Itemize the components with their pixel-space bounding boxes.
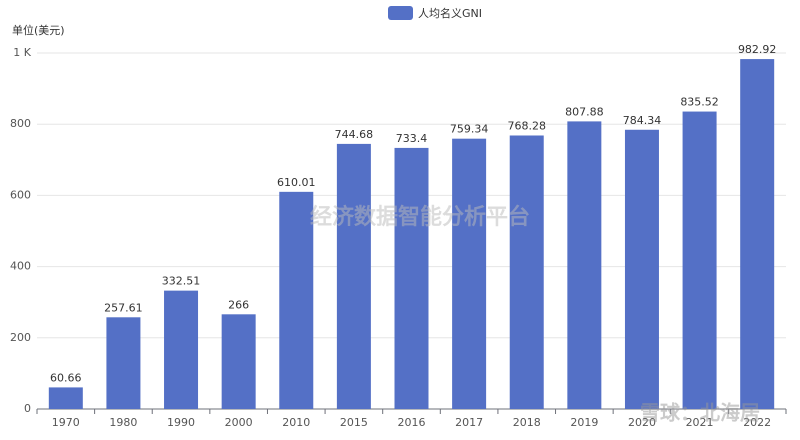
x-tick-label: 2021 (686, 416, 714, 429)
value-label: 768.28 (507, 119, 546, 132)
bar (624, 129, 659, 409)
y-tick-label: 400 (10, 260, 31, 273)
value-label: 784.34 (623, 114, 662, 127)
legend-label: 人均名义GNI (418, 6, 482, 20)
value-label: 60.66 (50, 371, 82, 384)
value-label: 610.01 (277, 176, 316, 189)
y-tick-label: 600 (10, 188, 31, 201)
value-label: 835.52 (680, 96, 719, 109)
x-tick-label: 2017 (455, 416, 483, 429)
value-label: 332.51 (162, 275, 201, 288)
x-tick-label: 2000 (225, 416, 253, 429)
bar (394, 147, 429, 409)
watermark: 雪球：北海居 (640, 401, 760, 425)
x-tick-label: 2020 (628, 416, 656, 429)
bar (682, 111, 717, 410)
watermark: 经济数据智能分析平台 (310, 204, 530, 230)
value-label: 266 (228, 298, 249, 311)
value-label: 759.34 (450, 123, 489, 136)
value-label: 744.68 (335, 128, 374, 141)
x-tick-label: 1970 (52, 416, 80, 429)
value-label: 257.61 (104, 301, 143, 314)
x-tick-label: 1990 (167, 416, 195, 429)
x-tick-label: 2016 (398, 416, 426, 429)
x-tick-label: 1980 (109, 416, 137, 429)
value-label: 807.88 (565, 105, 604, 118)
y-tick-label: 800 (10, 117, 31, 130)
legend-swatch (388, 6, 413, 20)
bar (279, 191, 314, 409)
bar (567, 121, 602, 410)
bar (509, 135, 544, 410)
bar (106, 317, 141, 409)
bar (336, 143, 371, 409)
bar (164, 290, 199, 409)
y-tick-label: 0 (24, 402, 31, 415)
x-tick-label: 2022 (743, 416, 771, 429)
y-tick-label: 1 K (13, 46, 31, 59)
value-label: 733.4 (396, 132, 428, 145)
bar (740, 59, 775, 410)
bar (452, 138, 487, 409)
x-tick-label: 2019 (570, 416, 598, 429)
x-tick-label: 2018 (513, 416, 541, 429)
bar (48, 387, 83, 409)
bar (221, 314, 256, 409)
x-tick-label: 2010 (282, 416, 310, 429)
x-tick-label: 2015 (340, 416, 368, 429)
y-tick-label: 200 (10, 331, 31, 344)
y-axis-label: 单位(美元) (12, 23, 65, 37)
value-label: 982.92 (738, 43, 777, 56)
